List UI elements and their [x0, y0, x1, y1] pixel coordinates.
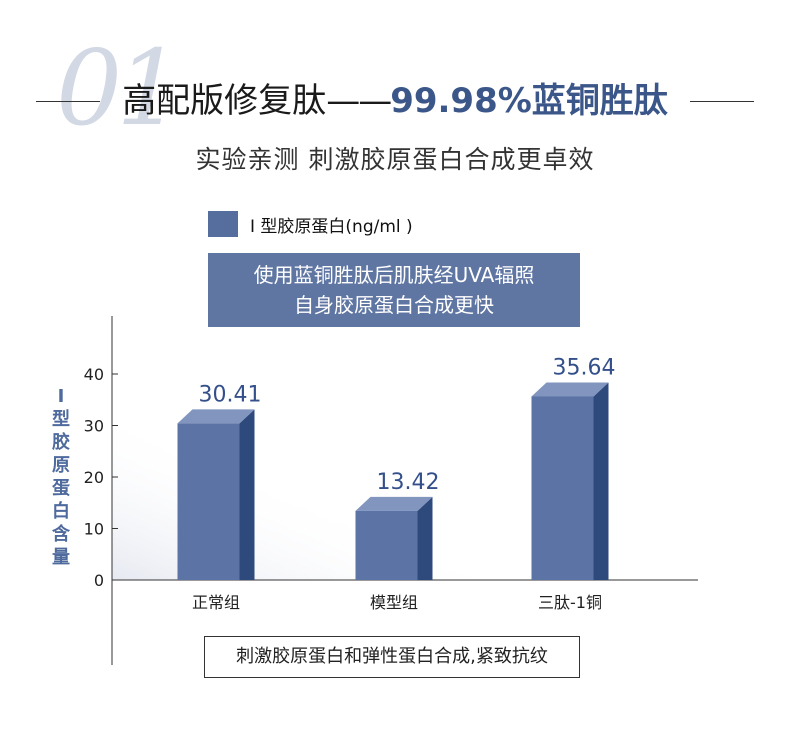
- page-subtitle: 实验亲测 刺激胶原蛋白合成更卓效: [195, 145, 595, 174]
- y-tick-label: 0: [94, 571, 104, 590]
- bar-value-label: 35.64: [553, 355, 616, 380]
- title-main: 高配版修复肽: [122, 81, 327, 121]
- title-rule-right: [690, 101, 754, 102]
- y-tick-label: 40: [84, 365, 104, 384]
- y-axis-label: I 型胶原蛋白含量: [52, 386, 70, 568]
- x-tick-label: 三肽-1铜: [538, 593, 602, 612]
- bar-side: [593, 382, 609, 580]
- bar-top: [177, 409, 255, 424]
- x-tick-label: 模型组: [370, 593, 418, 612]
- title-rule-left: [36, 101, 100, 102]
- bar: [531, 396, 594, 580]
- bar-top: [355, 496, 433, 511]
- note-line-1: 使用蓝铜胜肽后肌肤经UVA辐照: [253, 263, 535, 287]
- y-tick-label: 30: [84, 417, 104, 436]
- note-line-2: 自身胶原蛋白合成更快: [294, 293, 494, 317]
- bar-side: [239, 409, 255, 580]
- legend-label: I 型胶原蛋白(ng/ml ): [250, 216, 413, 237]
- bar: [177, 423, 240, 580]
- footer-box: 刺激胶原蛋白和弹性蛋白合成,紧致抗纹: [204, 636, 580, 678]
- note-box: 使用蓝铜胜肽后肌肤经UVA辐照 自身胶原蛋白合成更快: [208, 253, 580, 327]
- x-tick-label: 正常组: [192, 593, 240, 612]
- chart-legend: I 型胶原蛋白(ng/ml ): [208, 211, 413, 237]
- bar-value-label: 13.42: [377, 470, 440, 495]
- section-number-watermark: 01: [56, 27, 182, 149]
- legend-swatch: [208, 211, 238, 237]
- bar-top: [531, 382, 609, 397]
- bar-side: [417, 496, 433, 580]
- title-dash: ——: [326, 81, 392, 121]
- page-title: 高配版修复肽——99.98%蓝铜胜肽: [0, 78, 790, 124]
- y-tick-label: 20: [84, 468, 104, 487]
- bar: [355, 510, 418, 580]
- bar-value-label: 30.41: [199, 382, 262, 407]
- title-highlight: 99.98%蓝铜胜肽: [390, 81, 668, 121]
- y-tick-label: 10: [84, 520, 104, 539]
